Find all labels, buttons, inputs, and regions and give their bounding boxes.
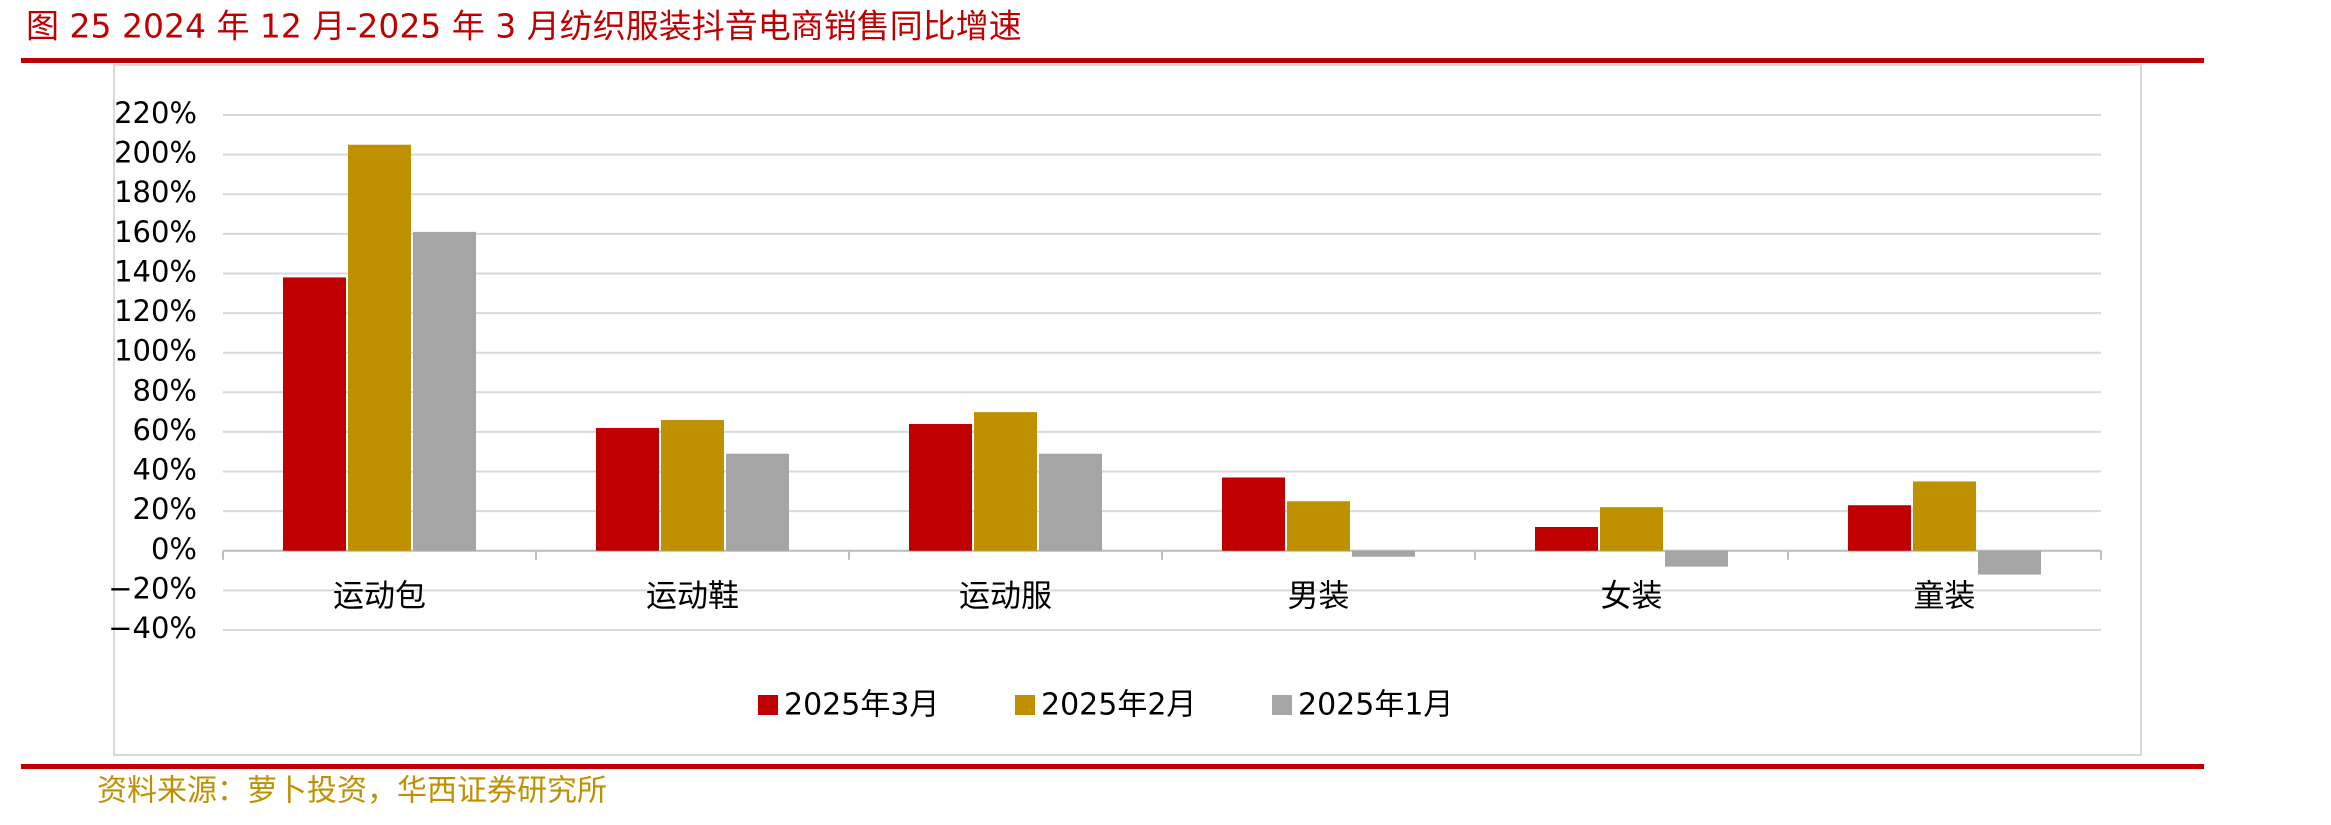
bar [1222, 477, 1285, 551]
legend-swatch [1015, 695, 1035, 715]
x-tick-label: 运动服 [959, 579, 1052, 615]
y-tick-label: 0% [151, 532, 197, 566]
y-tick-label: 140% [114, 254, 197, 288]
y-tick-label: 40% [133, 453, 197, 487]
y-tick-label: −20% [108, 571, 197, 605]
bar [1848, 505, 1911, 551]
legend-swatch [758, 695, 778, 715]
y-tick-label: 120% [114, 294, 197, 328]
bar [1978, 550, 2041, 575]
y-tick-label: 80% [133, 373, 197, 407]
y-tick-label: 160% [114, 215, 197, 249]
y-tick-label: 60% [133, 413, 197, 447]
bar [909, 424, 972, 551]
y-tick-label: 180% [114, 175, 197, 209]
x-tick-label: 运动鞋 [646, 579, 739, 615]
source-note: 资料来源：萝卜投资，华西证券研究所 [97, 774, 607, 809]
chart-frame [113, 64, 2142, 756]
legend-label: 2025年2月 [1041, 688, 1196, 723]
title-rule [21, 58, 2204, 63]
bar [1535, 527, 1598, 551]
source-rule [21, 764, 2204, 769]
legend-swatch [1272, 695, 1292, 715]
bar [283, 277, 346, 551]
bar [1352, 550, 1415, 557]
y-tick-label: 100% [114, 334, 197, 368]
bar [1665, 550, 1728, 567]
bar [661, 420, 724, 551]
x-tick-label: 运动包 [333, 579, 426, 615]
y-tick-label: 20% [133, 492, 197, 526]
bar [413, 231, 476, 551]
x-tick-label: 男装 [1288, 579, 1350, 615]
y-tick-label: 200% [114, 136, 197, 170]
legend-label: 2025年3月 [784, 688, 939, 723]
bar [348, 144, 411, 551]
bar [596, 427, 659, 551]
bar [974, 412, 1037, 551]
y-tick-label: −40% [108, 611, 197, 645]
y-tick-label: 220% [114, 96, 197, 130]
bar [1600, 507, 1663, 551]
bar [1039, 453, 1102, 551]
chart-title: 图 25 2024 年 12 月-2025 年 3 月纺织服装抖音电商销售同比增… [26, 7, 1022, 46]
bar [1913, 481, 1976, 551]
legend-label: 2025年1月 [1298, 688, 1453, 723]
x-tick-label: 女装 [1601, 579, 1663, 615]
x-tick-label: 童装 [1914, 579, 1976, 615]
bar [726, 453, 789, 551]
bar [1287, 501, 1350, 551]
